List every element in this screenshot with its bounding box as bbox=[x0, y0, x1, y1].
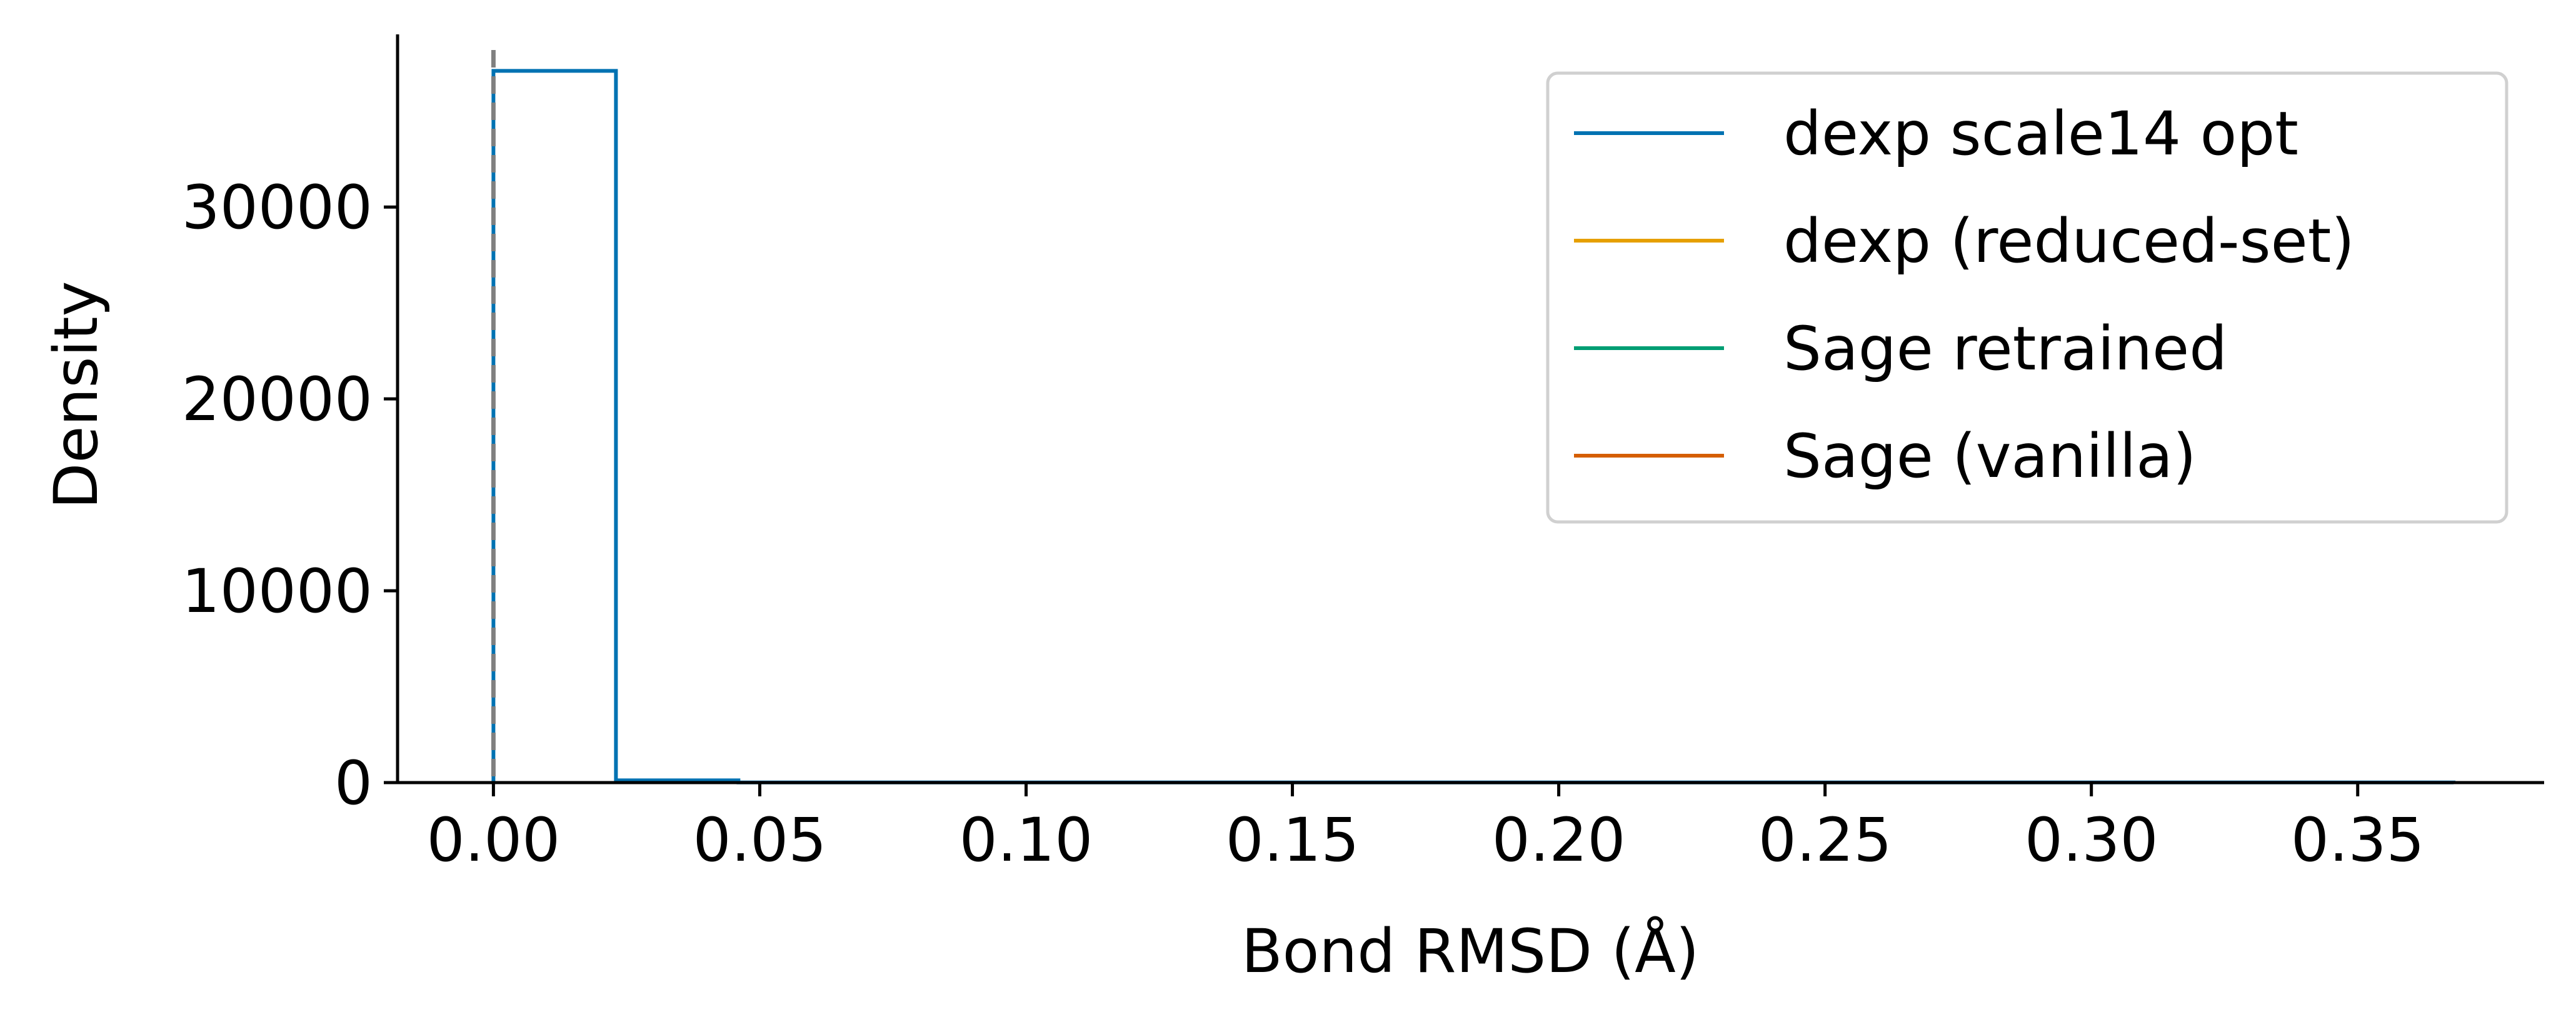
legend: dexp scale14 opt dexp (reduced-set) Sage r… bbox=[1546, 71, 2508, 524]
legend-label-3: Sage (vanilla) bbox=[1783, 421, 2197, 491]
x-tick-label: 0.25 bbox=[1758, 805, 1892, 875]
legend-label-0: dexp scale14 opt bbox=[1783, 99, 2298, 169]
y-axis-title: Density bbox=[41, 281, 111, 509]
y-tick-label: 30000 bbox=[182, 173, 373, 243]
legend-label-2: Sage retrained bbox=[1783, 314, 2227, 384]
y-tick-label: 20000 bbox=[182, 364, 373, 434]
x-tick-label: 0.10 bbox=[960, 805, 1093, 875]
x-tick-label: 0.30 bbox=[2025, 805, 2158, 875]
legend-label-1: dexp (reduced-set) bbox=[1783, 206, 2355, 276]
x-tick-label: 0.20 bbox=[1492, 805, 1626, 875]
y-tick-label: 0 bbox=[334, 748, 373, 818]
x-tick-label: 0.00 bbox=[427, 805, 561, 875]
y-tick-label: 10000 bbox=[182, 556, 373, 626]
y-ticks: 0 10000 20000 30000 bbox=[182, 173, 398, 818]
x-tick-label: 0.35 bbox=[2291, 805, 2425, 875]
x-tick-label: 0.05 bbox=[693, 805, 827, 875]
legend-frame bbox=[1546, 71, 2508, 524]
x-axis-title: Bond RMSD (Å) bbox=[1241, 916, 1699, 986]
x-ticks: 0.00 0.05 0.10 0.15 0.20 0.25 0.30 0.35 bbox=[427, 783, 2425, 875]
x-tick-label: 0.15 bbox=[1226, 805, 1360, 875]
